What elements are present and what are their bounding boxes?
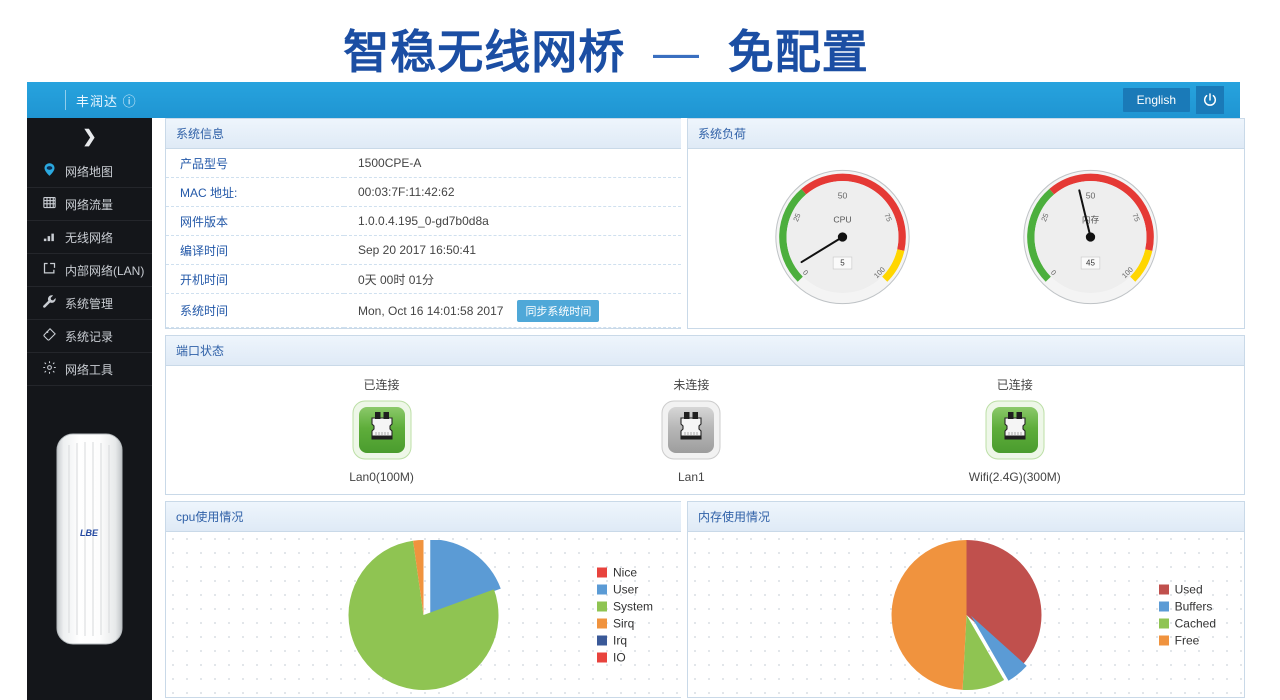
svg-text:50: 50: [837, 190, 847, 200]
svg-text:45: 45: [1086, 259, 1095, 268]
svg-text:LBE: LBE: [80, 528, 99, 538]
svg-text:50: 50: [1085, 190, 1095, 200]
svg-text:CPU: CPU: [833, 214, 851, 224]
svg-text:5: 5: [840, 259, 845, 268]
